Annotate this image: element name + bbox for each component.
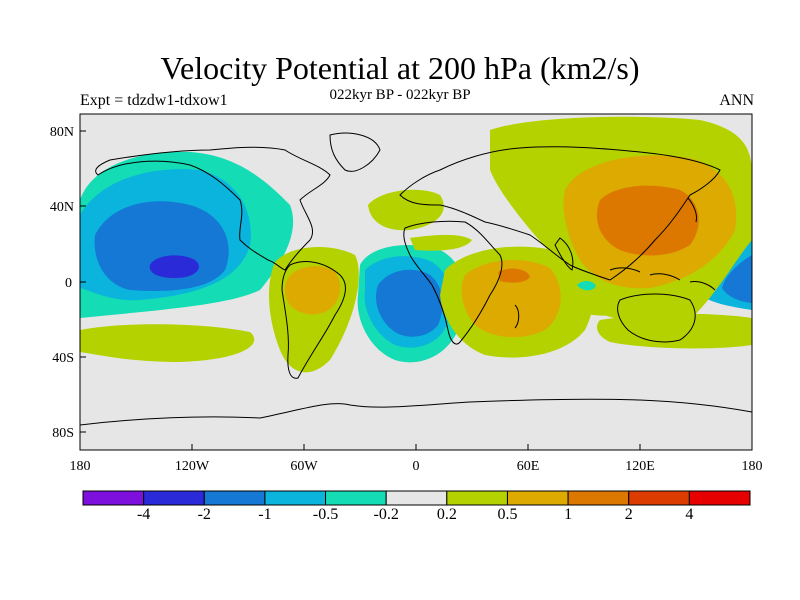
colorbar-swatch: [628, 490, 690, 506]
contour-south-pos-02-right: [597, 313, 752, 349]
coastline-layer: [80, 132, 752, 426]
coast-africa: [403, 220, 503, 345]
colorbar-swatch: [688, 490, 751, 506]
lon-label: 60E: [517, 459, 540, 474]
colorbar-swatch: [264, 490, 327, 506]
contour-atlantic-neg-1: [375, 269, 443, 337]
contour-fill-layer: [80, 116, 752, 373]
lat-label: 80S: [52, 426, 74, 441]
colorbar-swatch: [385, 490, 448, 506]
colorbar-swatch: [82, 490, 145, 506]
colorbar: [82, 490, 751, 506]
contour-asia-pos-1: [596, 185, 699, 256]
contour-samerica-pos-05: [284, 266, 341, 315]
colorbar-label: 0.5: [497, 506, 518, 523]
lon-label: 180: [742, 459, 763, 474]
contour-pacific-neg-4: [149, 255, 199, 278]
experiment-label: Expt = tdzdw1-tdxow1: [80, 92, 228, 109]
coast-india: [554, 237, 574, 271]
lat-labels: 80N 40N 0 40S 80S: [50, 125, 74, 441]
colorbar-swatch: [446, 490, 508, 506]
lat-label: 40N: [50, 200, 74, 215]
lat-label: 0: [65, 276, 72, 291]
colorbar-swatch: [567, 490, 630, 506]
contour-africa-pos-1: [498, 268, 530, 283]
contour-south-pos-02-left: [80, 324, 255, 362]
colorbar-swatch: [506, 490, 569, 506]
axis-ticks: [79, 130, 753, 450]
lon-label: 60W: [290, 459, 318, 474]
lon-label: 0: [413, 459, 420, 474]
period-label: 022kyr BP - 022kyr BP: [329, 87, 471, 103]
colorbar-label: -0.5: [312, 506, 339, 523]
contour-atlantic-bridge-02: [410, 234, 472, 251]
colorbar-swatch: [143, 490, 205, 506]
lat-label: 80N: [50, 125, 74, 140]
contour-africa-pos-05: [461, 259, 561, 338]
coast-japan: [687, 197, 697, 223]
coast-antarctica: [80, 398, 752, 426]
colorbar-label: -1: [258, 506, 272, 523]
colorbar-swatch: [325, 490, 387, 506]
colorbar-label: -4: [136, 506, 151, 523]
map-title: Velocity Potential at 200 hPa (km2/s): [160, 50, 640, 86]
coast-australia: [617, 293, 696, 343]
colorbar-label: 4: [685, 506, 694, 523]
colorbar-swatch: [203, 490, 266, 506]
coast-madagascar: [514, 304, 520, 329]
coast-maritime-continent: [609, 267, 716, 291]
contour-wpacific-neg-1: [722, 255, 752, 303]
lat-label: 40S: [52, 351, 74, 366]
colorbar-label: 2: [624, 506, 633, 523]
lon-labels: 180 120W 60W 0 60E 120E 180: [70, 459, 763, 474]
contour-indian-neg-pocket: [577, 280, 596, 291]
coast-south-america: [281, 261, 346, 379]
contour-pacific-neg-1: [94, 201, 229, 291]
colorbar-label: 1: [564, 506, 573, 523]
colorbar-label: -0.2: [373, 506, 399, 523]
coast-greenland: [329, 132, 381, 172]
lon-label: 120E: [625, 459, 655, 474]
lon-label: 180: [70, 459, 91, 474]
colorbar-label: 0.2: [436, 506, 457, 523]
contour-north-pos-02-europe: [368, 189, 444, 231]
colorbar-label: -2: [197, 506, 211, 523]
coast-europe-asia: [399, 146, 721, 281]
coast-north-america: [95, 146, 331, 271]
lon-label: 120W: [175, 459, 210, 474]
contour-pacific-pos-02-arc: [560, 298, 620, 316]
season-label: ANN: [719, 92, 754, 109]
